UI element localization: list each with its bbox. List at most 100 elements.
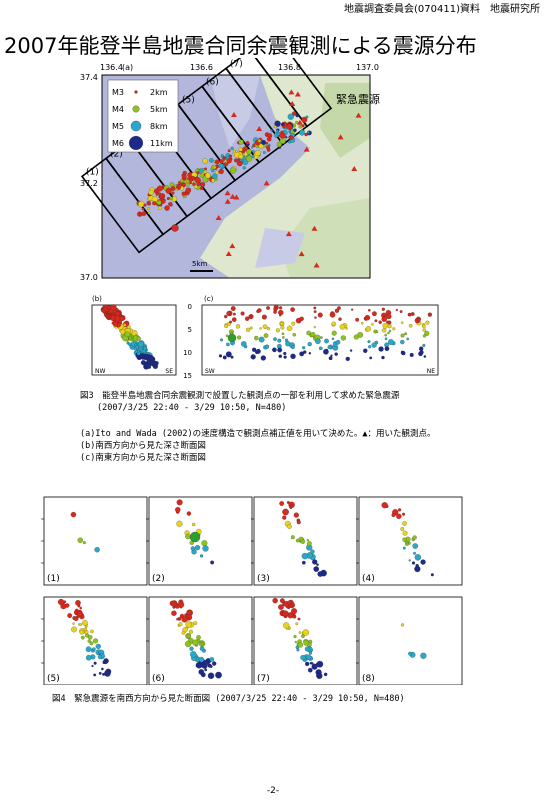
section-c-point — [369, 356, 373, 360]
map-hypocenter — [301, 124, 305, 128]
section-panel-label-2: (2) — [152, 574, 165, 584]
section-point — [87, 639, 91, 643]
section-point — [77, 537, 83, 543]
map-hypocenter — [304, 132, 308, 137]
map-hypocenter — [241, 159, 244, 163]
station-triangle — [229, 193, 236, 199]
map-hypocenter — [158, 192, 161, 195]
section-c-point — [218, 354, 223, 358]
legend-mag-1: M4 — [112, 105, 124, 114]
figure3-note-b: (b)南西方向から見た深さ断面図 — [80, 441, 206, 451]
section-point — [176, 618, 179, 621]
map-hypocenter — [295, 120, 299, 124]
lon-tick-1: 136.4 — [100, 63, 123, 72]
map-hypocenter — [242, 158, 249, 165]
epicenter-map: (1)(2)(3)(4)(5)(6)(7)(8) 136.4 (a) 136.6… — [80, 58, 380, 282]
map-hypocenter — [242, 166, 246, 170]
map-hypocenter — [168, 202, 173, 207]
section-point — [85, 646, 92, 653]
map-hypocenter — [254, 150, 261, 157]
section-b-point — [110, 304, 117, 311]
section-c-point — [387, 324, 392, 329]
section-point — [92, 647, 96, 651]
section-c-point — [388, 329, 392, 333]
section-point — [312, 559, 318, 565]
section-point — [103, 660, 108, 665]
map-hypocenter — [288, 135, 294, 140]
map-hypocenter — [138, 201, 145, 208]
map-hypocenter — [148, 189, 154, 196]
map-hypocenter — [169, 196, 174, 201]
section-point — [199, 646, 205, 651]
section-point — [283, 622, 290, 629]
section-c-point — [237, 335, 242, 340]
map-hypocenter — [219, 159, 224, 164]
section-c-point — [282, 336, 285, 339]
section-c-point — [423, 355, 427, 358]
map-hypocenter — [202, 158, 208, 164]
map-hypocenter — [298, 124, 303, 129]
section-c-point — [374, 319, 378, 323]
section-point — [302, 629, 309, 636]
section-c-point — [286, 325, 293, 332]
section-c-point — [384, 333, 388, 337]
section-c-point — [246, 327, 251, 332]
legend-mag-3: M6 — [112, 139, 124, 148]
section-point — [279, 501, 285, 506]
section-c-point — [278, 354, 282, 358]
figure4-caption: 図4 緊急震源を南西方向から見た断面図 (2007/3/25 22:40 - 3… — [52, 694, 405, 704]
section-point — [316, 563, 319, 566]
section-point — [89, 641, 94, 646]
legend-dot-1 — [132, 105, 140, 113]
section-c-point — [252, 347, 257, 352]
section-c-point — [281, 332, 285, 336]
page-number: -2- — [266, 786, 280, 796]
section-point — [290, 535, 295, 540]
section-point — [75, 600, 81, 606]
section-point — [198, 669, 205, 675]
section-panel-label-6: (6) — [152, 674, 165, 684]
section-point — [306, 654, 312, 660]
map-hypocenter — [226, 158, 232, 164]
section-point — [279, 598, 285, 604]
b-left-dir: NW — [95, 368, 105, 375]
map-hypocenter — [182, 170, 187, 176]
section-point — [84, 625, 88, 629]
section-point — [76, 611, 83, 618]
section-point — [381, 502, 388, 509]
section-b-point — [112, 321, 119, 327]
section-point — [294, 640, 297, 644]
section-c-point — [388, 339, 394, 345]
station-triangle — [230, 111, 237, 117]
panel-a-label: (a) — [122, 63, 133, 72]
section-c-point — [339, 324, 346, 330]
section-point — [311, 663, 318, 670]
section-c-point — [417, 318, 421, 322]
section-point — [396, 513, 402, 519]
section-point — [290, 604, 294, 609]
section-c-point — [244, 345, 248, 349]
section-c-point — [334, 352, 338, 356]
section-panel-label-4: (4) — [362, 574, 375, 584]
section-point — [90, 629, 94, 634]
section-b-point — [133, 347, 137, 351]
map-hypocenter — [141, 207, 145, 211]
section-point — [79, 623, 83, 626]
section-b-point — [136, 336, 141, 341]
section-panel-1: (1) — [41, 496, 148, 586]
map-hypocenter — [205, 172, 211, 179]
section-c-point — [381, 307, 385, 311]
map-hypocenter — [305, 115, 309, 119]
section-c-point — [355, 317, 360, 322]
section-point — [207, 672, 215, 679]
lon-tick-3: 136.8 — [278, 63, 301, 72]
section-c-point — [361, 322, 364, 325]
section-c-point — [278, 306, 283, 310]
section-point — [287, 606, 290, 610]
section-c-point — [230, 355, 234, 359]
section-point — [295, 622, 299, 626]
figure3-caption-line1: 図3 能登半島地震合同余震観測で設置した観測点の一部を利用して求めた緊急震源 — [80, 391, 400, 401]
station-triangle — [288, 89, 295, 95]
section-point — [178, 622, 183, 627]
section-b-point — [127, 342, 132, 346]
